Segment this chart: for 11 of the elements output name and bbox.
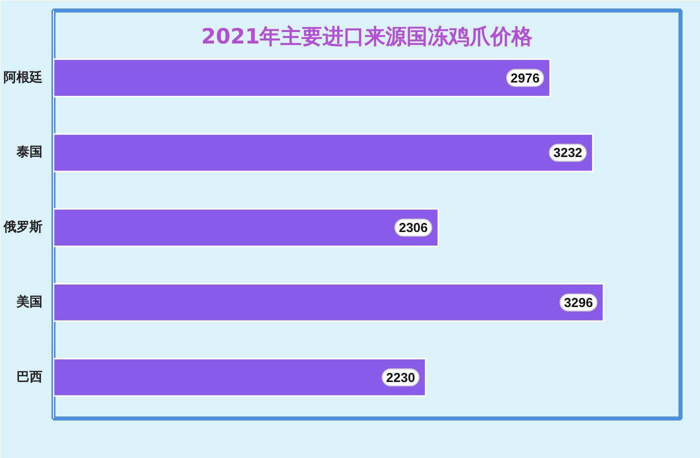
data-label: 2306 [398, 220, 428, 236]
text: 2021年主要进口来源国冻鸡爪价格 [201, 24, 534, 49]
data-label: 2976 [510, 70, 540, 86]
y-tick-label: 美国 [16, 294, 42, 310]
y-tick-label: 阿根廷 [4, 69, 42, 86]
y-tick-label: 俄罗斯 [2, 220, 42, 236]
y-tick-label: 泰国 [16, 145, 42, 160]
data-label: 3296 [564, 294, 593, 310]
data-label: 3232 [553, 145, 582, 160]
y-tick-label: 巴西 [16, 370, 42, 385]
data-label: 2230 [386, 370, 416, 385]
